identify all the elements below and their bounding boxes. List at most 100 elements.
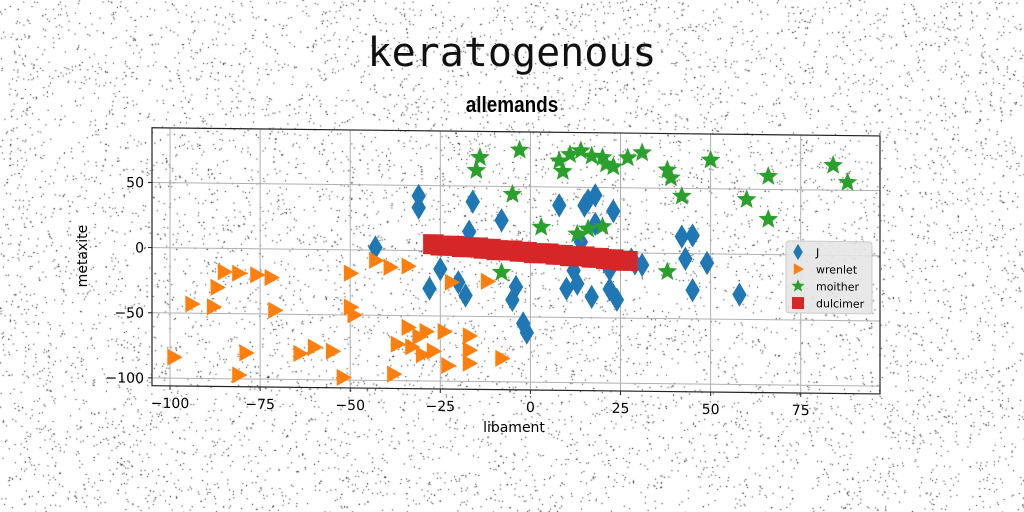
data-point: [508, 274, 524, 300]
legend-label: moither: [816, 280, 860, 293]
data-point: [584, 284, 599, 310]
data-point: [823, 155, 843, 174]
data-point: [206, 298, 223, 316]
data-point: [596, 153, 616, 173]
data-point: [758, 165, 779, 185]
data-point: [433, 256, 448, 282]
data-point: [552, 193, 567, 218]
data-point: [837, 172, 858, 191]
data-point: [210, 278, 226, 296]
data-point: [167, 348, 183, 366]
data-point: [657, 159, 678, 179]
data-point: [495, 349, 511, 367]
data-point: [401, 257, 417, 275]
x-tick-label: 25: [612, 401, 630, 417]
data-point: [685, 223, 700, 248]
data-point: [239, 344, 255, 362]
legend-box: [785, 240, 873, 315]
data-point: [411, 195, 426, 220]
data-point: [758, 208, 779, 228]
data-point: [185, 295, 201, 313]
data-points: [167, 139, 858, 386]
data-point: [232, 264, 248, 282]
data-point: [567, 223, 588, 243]
y-tick-label: −50: [114, 305, 144, 321]
data-point: [617, 250, 638, 271]
data-point: [632, 142, 652, 162]
data-point: [444, 273, 461, 291]
data-point: [232, 366, 248, 384]
data-point: [268, 301, 284, 319]
y-gridline: [152, 181, 880, 192]
data-point: [553, 161, 573, 180]
x-tick-label: 50: [702, 402, 720, 418]
y-tick-label: −100: [106, 370, 144, 386]
series-wrenlet: [167, 251, 511, 386]
data-point: [671, 185, 692, 205]
data-point: [661, 167, 681, 187]
legend-marker: [793, 243, 803, 261]
data-point: [678, 246, 693, 271]
data-point: [426, 342, 443, 360]
legend-marker: [793, 263, 804, 275]
series-moither: [466, 139, 858, 281]
data-point: [502, 183, 523, 203]
data-point: [401, 318, 417, 336]
data-point: [602, 277, 617, 302]
data-point: [458, 283, 473, 308]
axes-frame: [151, 127, 881, 395]
data-point: [577, 193, 592, 218]
data-point: [264, 268, 280, 287]
data-point: [559, 276, 574, 301]
data-point: [250, 266, 266, 284]
y-gridline: [152, 377, 880, 387]
data-point: [491, 262, 512, 281]
data-point: [480, 272, 497, 290]
data-point: [325, 342, 342, 360]
data-point: [462, 354, 479, 372]
data-point: [685, 278, 700, 303]
data-point: [390, 335, 407, 353]
data-point: [509, 139, 530, 159]
data-point: [336, 368, 353, 386]
data-point: [343, 264, 360, 282]
data-point: [606, 198, 621, 224]
data-point: [531, 216, 552, 236]
data-point: [462, 341, 479, 359]
y-gridline: [152, 312, 880, 322]
data-point: [617, 147, 638, 167]
data-point: [422, 276, 437, 301]
data-point: [519, 320, 535, 345]
y-tick-label: 0: [135, 240, 144, 256]
data-point: [387, 365, 403, 383]
data-point: [588, 183, 603, 208]
legend-marker: [791, 279, 805, 292]
x-tick-label: −50: [335, 398, 365, 414]
y-axis-label: metaxite: [75, 225, 91, 288]
data-point: [383, 258, 399, 276]
data-point: [415, 346, 432, 364]
data-point: [368, 235, 383, 260]
x-tick-label: −25: [426, 399, 456, 415]
data-point: [581, 145, 602, 165]
legend-label: J: [815, 246, 819, 259]
data-point: [592, 216, 613, 236]
series-dulcimer: [423, 234, 638, 271]
data-point: [736, 189, 757, 209]
data-point: [466, 160, 487, 179]
data-point: [347, 306, 363, 324]
figure-suptitle: keratogenous: [367, 30, 657, 76]
data-point: [307, 338, 324, 356]
data-point: [674, 224, 689, 249]
data-point: [657, 261, 678, 281]
x-tick-label: 75: [792, 403, 810, 419]
legend-marker: [792, 296, 804, 310]
data-point: [369, 251, 385, 270]
data-point: [470, 147, 490, 166]
data-point: [217, 263, 234, 281]
data-point: [549, 150, 570, 170]
data-point: [437, 323, 453, 341]
legend-label: dulcimer: [816, 297, 865, 311]
